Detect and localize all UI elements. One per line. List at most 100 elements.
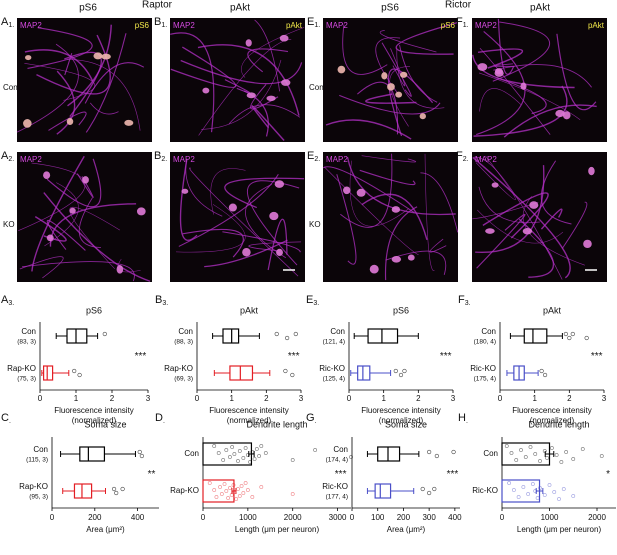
micrograph: [17, 152, 152, 282]
data-point: [243, 481, 248, 485]
data-point: [514, 458, 519, 462]
cell-body: [116, 264, 124, 274]
category-label: Con: [330, 327, 345, 336]
x-axis-label: (normalized): [227, 416, 272, 425]
cell-body: [395, 91, 403, 98]
cell-body: [555, 109, 565, 118]
significance: *: [606, 469, 610, 480]
panel-label: E1.: [307, 16, 320, 29]
panel-sub: 3.: [8, 300, 14, 307]
cell-body: [356, 188, 366, 197]
outlier: [102, 331, 107, 337]
data-point: [219, 492, 224, 496]
neurite: [44, 182, 79, 247]
category-label: Con: [178, 327, 193, 336]
data-point: [248, 460, 252, 464]
panel-label: F3.: [458, 294, 471, 307]
neurite: [387, 68, 434, 137]
neurite: [19, 256, 64, 279]
x-tick-label: 2: [416, 394, 421, 403]
panel-sub: 3.: [465, 300, 471, 307]
category-label: Ric-KO: [472, 486, 498, 495]
neurite: [210, 168, 246, 215]
cell-body: [93, 52, 103, 60]
outlier: [274, 331, 279, 337]
data-point: [216, 451, 221, 455]
data-point: [549, 446, 554, 450]
data-point: [521, 485, 526, 489]
data-point: [224, 489, 229, 493]
outlier: [77, 372, 82, 378]
panel-letter: E: [307, 16, 314, 28]
neurite: [342, 24, 388, 75]
category-label: Con: [184, 449, 199, 458]
significance: **: [148, 469, 156, 480]
cell-body: [202, 87, 210, 94]
outlier: [283, 368, 288, 374]
data-point: [290, 458, 295, 462]
cell-body: [407, 254, 415, 261]
sample-size: (88, 3): [174, 339, 193, 346]
significance: ***: [440, 351, 452, 362]
panel-sub: .: [315, 418, 317, 425]
x-tick-label: 1000: [239, 513, 257, 522]
neurite: [241, 27, 305, 78]
data-point: [516, 495, 521, 499]
neurite: [64, 52, 73, 76]
neurite: [359, 169, 416, 186]
data-point: [526, 492, 531, 496]
sample-size: (174, 4): [326, 457, 348, 464]
neurite: [46, 158, 102, 208]
neurite: [396, 47, 445, 109]
data-point: [290, 492, 295, 496]
outlier: [137, 449, 142, 455]
x-tick-label: 2000: [284, 513, 302, 522]
cell-body: [562, 111, 571, 120]
panel-sub: 3.: [313, 300, 319, 307]
data-point: [214, 495, 219, 499]
cell-body: [419, 113, 426, 120]
category-label: Ric-KO: [319, 364, 345, 373]
data-point: [239, 484, 244, 488]
box: [222, 328, 240, 344]
micrograph: [323, 18, 458, 142]
panel-label: B2.: [154, 150, 167, 163]
x-tick-label: 1: [381, 394, 386, 403]
data-point: [254, 447, 259, 451]
data-point: [552, 490, 557, 494]
neurite: [31, 155, 85, 272]
x-axis-label: Length (μm per neuron): [517, 525, 602, 534]
cell-body: [485, 228, 495, 234]
x-tick-label: 1: [229, 394, 234, 403]
panel-letter: G: [306, 412, 315, 424]
cell-body: [43, 171, 51, 179]
channel-label: pAkt: [588, 21, 605, 30]
neurite: [477, 48, 524, 69]
box: [66, 328, 88, 344]
neurite: [379, 29, 437, 53]
outlier: [72, 368, 77, 374]
neurite: [224, 79, 251, 94]
data-point: [259, 485, 264, 489]
category-label: Rap-KO: [19, 482, 48, 491]
x-axis-label: Length (μm per neuron): [235, 525, 320, 534]
data-point: [224, 448, 229, 452]
outlier: [563, 331, 568, 337]
neurite: [420, 172, 459, 233]
neurite: [336, 174, 357, 265]
neurite: [424, 153, 435, 271]
neurite: [48, 111, 87, 131]
significance: ***: [591, 351, 603, 362]
channel-label: pAkt: [286, 21, 303, 30]
sample-size: (125, 4): [323, 376, 345, 383]
neurite: [497, 18, 515, 75]
channel-label: MAP2: [326, 155, 348, 164]
outlier: [393, 368, 398, 374]
x-tick-label: 0: [195, 394, 200, 403]
data-point: [535, 496, 540, 500]
cell-body: [369, 264, 379, 274]
cell-body: [491, 182, 499, 188]
data-point: [530, 482, 535, 486]
box: [367, 328, 399, 344]
category-label: Ric-KO: [470, 364, 496, 373]
